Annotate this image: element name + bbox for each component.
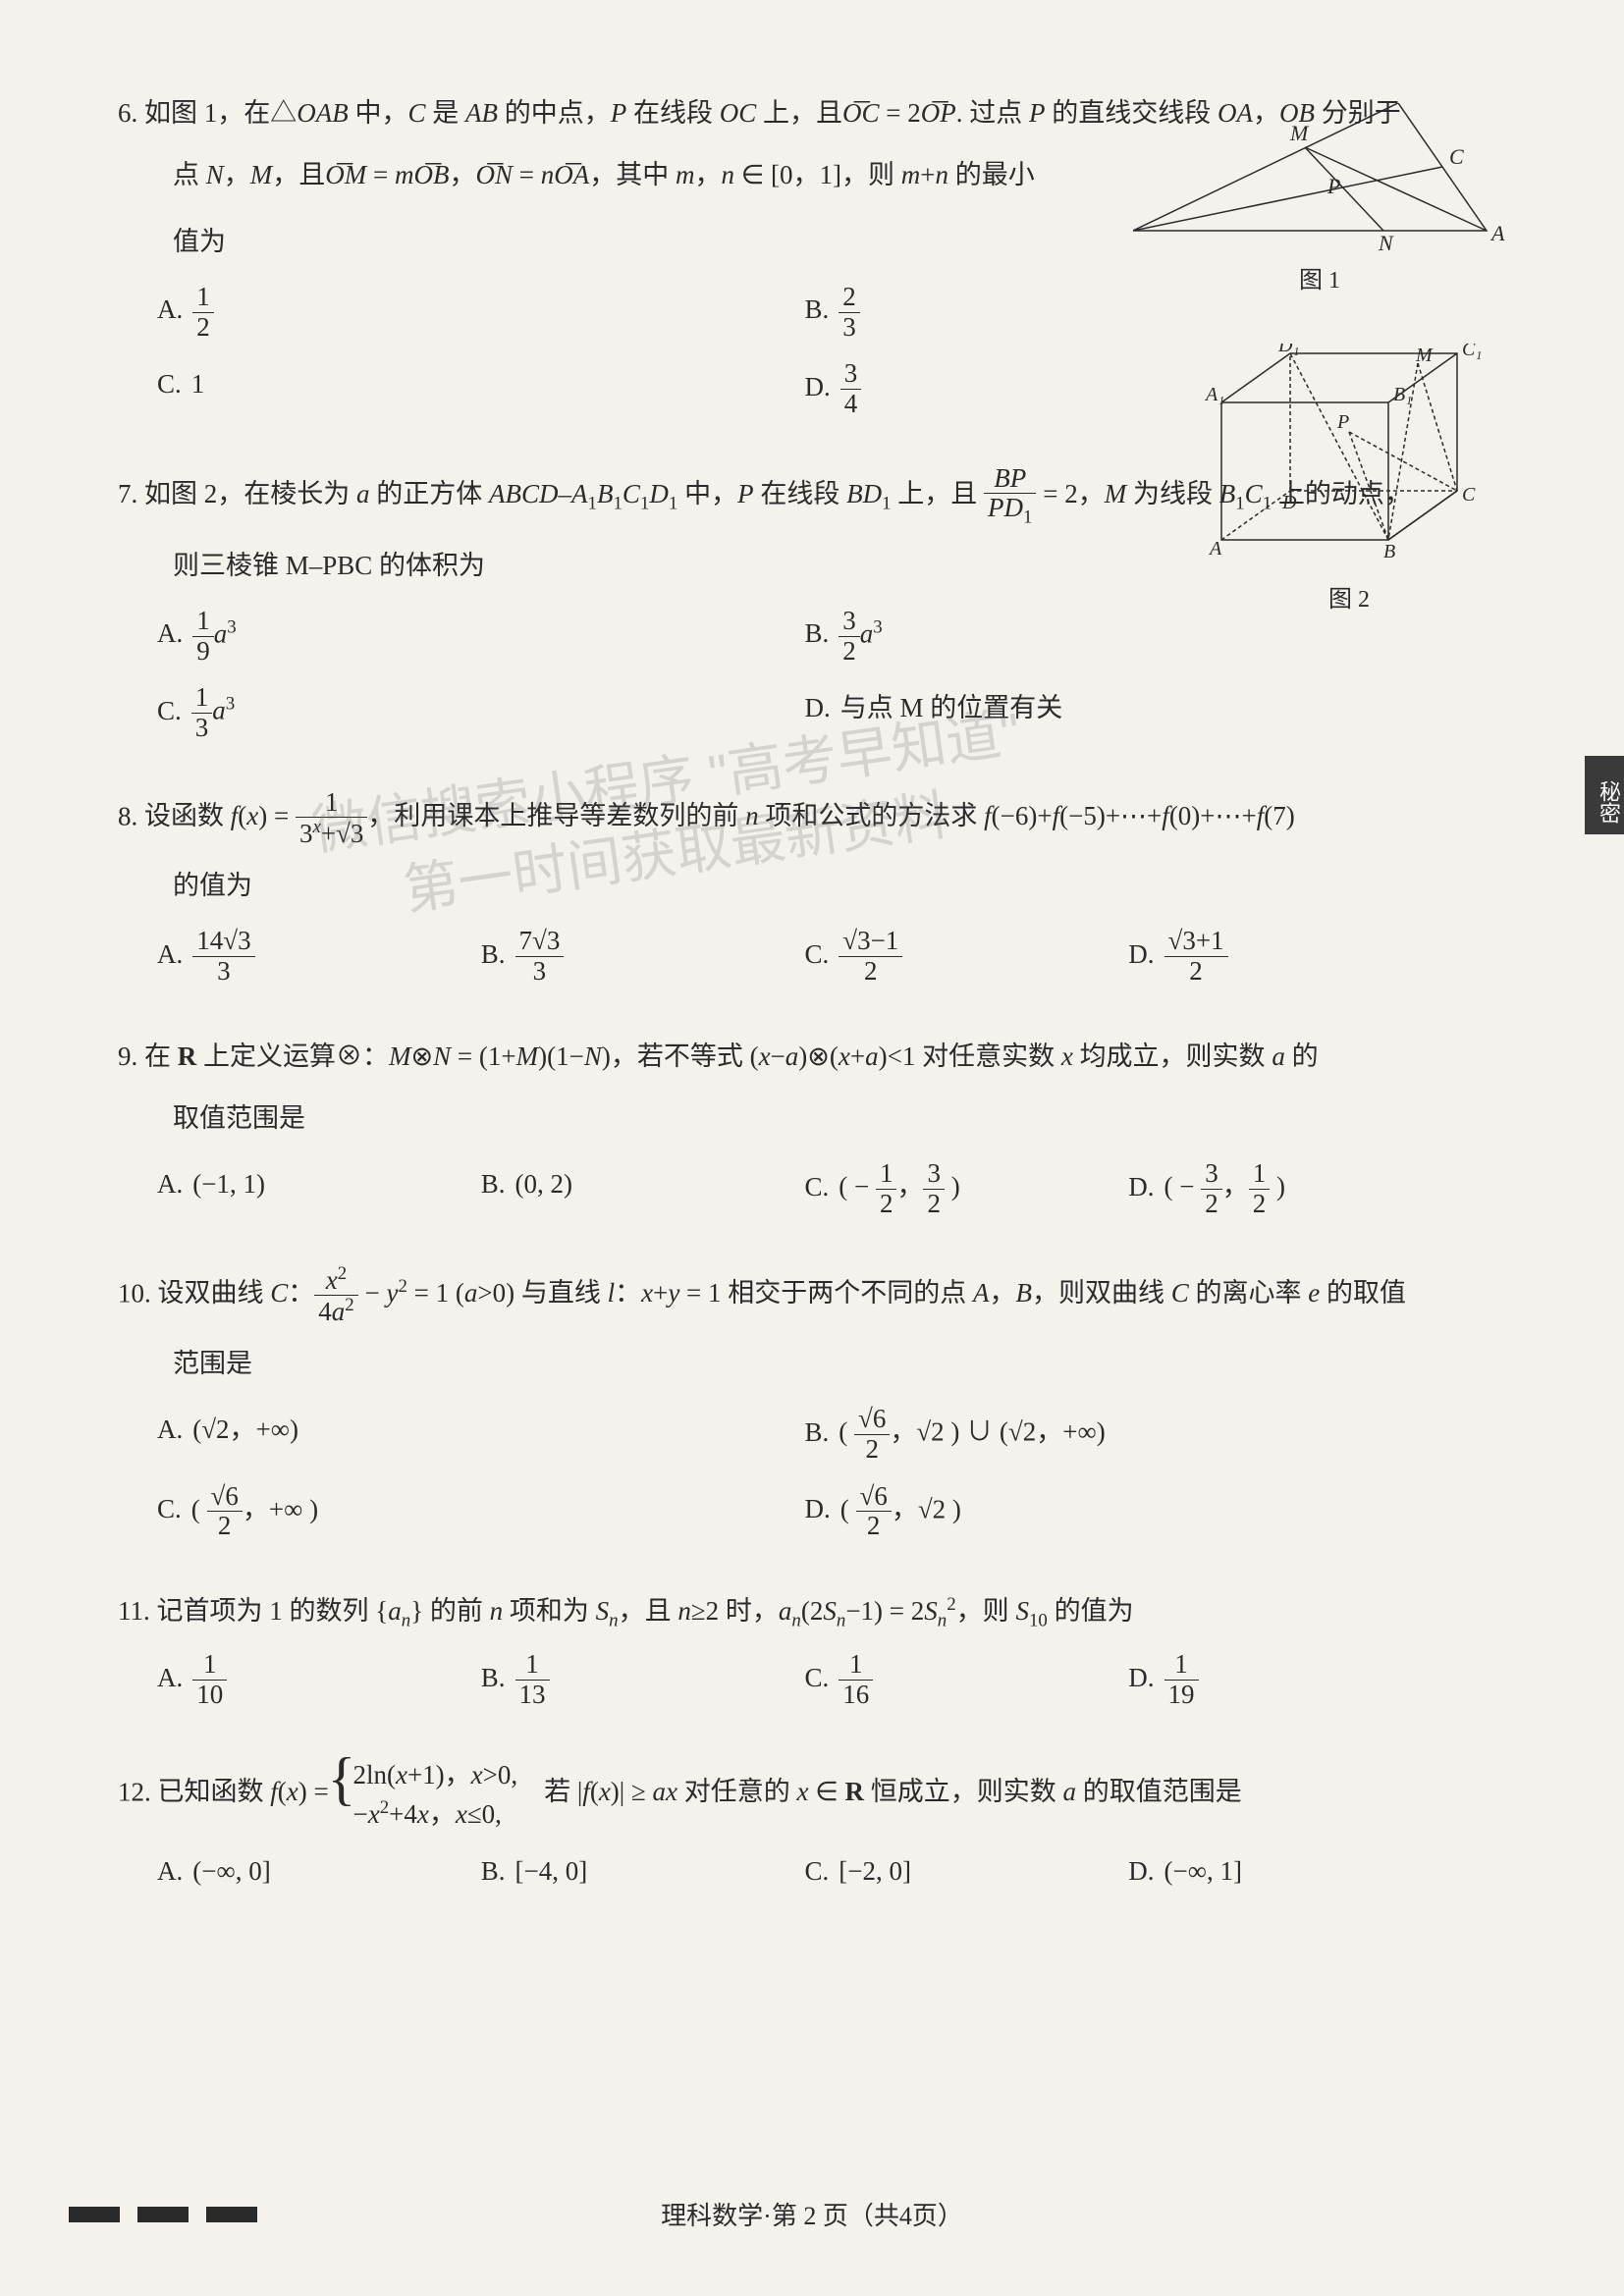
option-10A: A.(√2，+∞)	[157, 1405, 805, 1464]
option-6A: A.12	[157, 283, 805, 342]
question-11: 11. 记首项为 1 的数列 {an} 的前 n 项和为 Sn，且 n≥2 时，…	[118, 1586, 1506, 1728]
stem-tail: 范围是	[173, 1339, 1506, 1389]
option-8B: B.7√33	[481, 927, 805, 986]
option-12D: D.(−∞, 1]	[1128, 1846, 1452, 1896]
svg-text:N: N	[1378, 231, 1394, 250]
options-8: A.14√33 B.7√33 C.√3−12 D.√3+12	[157, 927, 1506, 1003]
svg-text:P: P	[1336, 411, 1349, 433]
option-6C: C.1	[157, 359, 805, 418]
question-number: 7.	[118, 479, 137, 508]
page-footer: 理科数学·第 2 页（共4页）	[0, 2196, 1624, 2232]
svg-text:D: D	[1281, 492, 1297, 513]
option-10B: B.( √62，√2 ) ∪ (√2，+∞)	[805, 1405, 1453, 1464]
option-7C: C.13a3	[157, 683, 805, 742]
question-number: 6.	[118, 98, 137, 128]
option-9B: B.(0, 2)	[481, 1159, 805, 1218]
option-7A: A.19a3	[157, 607, 805, 666]
svg-text:B: B	[1396, 103, 1409, 104]
option-9A: A.(−1, 1)	[157, 1159, 481, 1218]
option-7D: D.与点 M 的位置有关	[805, 683, 1453, 742]
stem-text: 已知函数 f(x) = 2ln(x+1)，x>0,−x2+4x，x≤0, 若 |…	[158, 1777, 1242, 1806]
svg-text:A₁: A₁	[1204, 384, 1224, 405]
svg-text:C₁: C₁	[1462, 344, 1482, 360]
option-12B: B.[−4, 0]	[481, 1846, 805, 1896]
svg-text:M: M	[1289, 121, 1310, 145]
figure-2: A B C D A₁ B₁ C₁ D₁ P M 图 2	[1202, 344, 1496, 614]
svg-text:C: C	[1449, 144, 1464, 169]
option-11B: B.113	[481, 1650, 805, 1709]
question-10-stem: 10. 设双曲线 C：x24a2 − y2 = 1 (a>0) 与直线 l：x+…	[118, 1264, 1506, 1327]
option-11D: D.119	[1128, 1650, 1452, 1709]
option-10D: D.( √62，√2 )	[805, 1482, 1453, 1541]
stem-tail: 取值范围是	[173, 1094, 1506, 1144]
option-9C: C.( − 12，32 )	[805, 1159, 1129, 1218]
question-number: 8.	[118, 801, 137, 830]
question-number: 10.	[118, 1278, 151, 1308]
options-9: A.(−1, 1) B.(0, 2) C.( − 12，32 ) D.( − 3…	[157, 1159, 1506, 1236]
svg-text:B: B	[1383, 541, 1395, 562]
figure-1: OA BC MP N 图 1	[1133, 103, 1506, 294]
svg-text:A: A	[1489, 221, 1505, 245]
svg-text:C: C	[1462, 484, 1476, 506]
side-tag: 秘密	[1585, 756, 1624, 834]
question-10: 10. 设双曲线 C：x24a2 − y2 = 1 (a>0) 与直线 l：x+…	[118, 1264, 1506, 1559]
figure-2-svg: A B C D A₁ B₁ C₁ D₁ P M	[1202, 344, 1496, 569]
question-8: 8. 设函数 f(x) = 13x+√3，利用课本上推导等差数列的前 n 项和公…	[118, 788, 1506, 1004]
figure-1-label: 图 1	[1133, 260, 1506, 294]
options-10: A.(√2，+∞) B.( √62，√2 ) ∪ (√2，+∞) C.( √62…	[157, 1405, 1506, 1559]
option-12C: C.[−2, 0]	[805, 1846, 1129, 1896]
option-12A: A.(−∞, 0]	[157, 1846, 481, 1896]
option-8C: C.√3−12	[805, 927, 1129, 986]
svg-text:M: M	[1415, 345, 1434, 366]
stem-text: 记首项为 1 的数列 {an} 的前 n 项和为 Sn，且 n≥2 时，an(2…	[157, 1596, 1134, 1626]
figure-2-label: 图 2	[1202, 579, 1496, 614]
question-8-stem: 8. 设函数 f(x) = 13x+√3，利用课本上推导等差数列的前 n 项和公…	[118, 788, 1506, 849]
svg-text:B₁: B₁	[1393, 384, 1412, 405]
options-12: A.(−∞, 0] B.[−4, 0] C.[−2, 0] D.(−∞, 1]	[157, 1846, 1506, 1914]
question-number: 12.	[118, 1777, 151, 1806]
stem-tail: 的值为	[173, 861, 1506, 911]
question-number: 11.	[118, 1596, 150, 1626]
options-7: A.19a3 B.32a3 C.13a3 D.与点 M 的位置有关	[157, 607, 1506, 761]
option-11A: A.110	[157, 1650, 481, 1709]
stem-text: 在 R 上定义运算⊗：M⊗N = (1+M)(1−N)，若不等式 (x−a)⊗(…	[144, 1041, 1319, 1071]
question-9-stem: 9. 在 R 上定义运算⊗：M⊗N = (1+M)(1−N)，若不等式 (x−a…	[118, 1032, 1506, 1082]
svg-text:P: P	[1326, 174, 1340, 198]
option-9D: D.( − 32，12 )	[1128, 1159, 1452, 1218]
question-9: 9. 在 R 上定义运算⊗：M⊗N = (1+M)(1−N)，若不等式 (x−a…	[118, 1032, 1506, 1237]
svg-text:A: A	[1208, 538, 1222, 560]
option-8A: A.14√33	[157, 927, 481, 986]
option-7B: B.32a3	[805, 607, 1453, 666]
stem-text: 设函数 f(x) = 13x+√3，利用课本上推导等差数列的前 n 项和公式的方…	[144, 801, 1295, 830]
question-12: 12. 已知函数 f(x) = 2ln(x+1)，x>0,−x2+4x，x≤0,…	[118, 1755, 1506, 1914]
options-11: A.110 B.113 C.116 D.119	[157, 1650, 1506, 1727]
question-11-stem: 11. 记首项为 1 的数列 {an} 的前 n 项和为 Sn，且 n≥2 时，…	[118, 1586, 1506, 1638]
figure-1-svg: OA BC MP N	[1133, 103, 1506, 250]
question-number: 9.	[118, 1041, 137, 1071]
stem-text: 设双曲线 C：x24a2 − y2 = 1 (a>0) 与直线 l：x+y = …	[158, 1278, 1407, 1308]
question-12-stem: 12. 已知函数 f(x) = 2ln(x+1)，x>0,−x2+4x，x≤0,…	[118, 1755, 1506, 1835]
option-11C: C.116	[805, 1650, 1129, 1709]
option-8D: D.√3+12	[1128, 927, 1452, 986]
option-10C: C.( √62，+∞ )	[157, 1482, 805, 1541]
svg-text:D₁: D₁	[1277, 344, 1299, 356]
